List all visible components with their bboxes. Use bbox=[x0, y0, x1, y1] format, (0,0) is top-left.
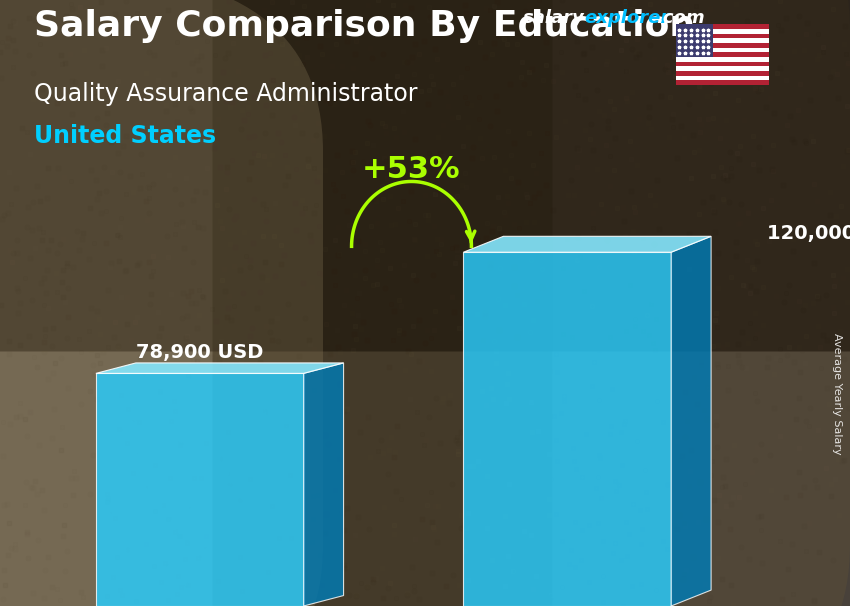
Text: Quality Assurance Administrator: Quality Assurance Administrator bbox=[34, 82, 417, 106]
Bar bbox=[676, 62, 769, 66]
Polygon shape bbox=[463, 236, 711, 252]
Bar bbox=[676, 76, 769, 80]
Bar bbox=[676, 52, 769, 57]
Bar bbox=[676, 38, 769, 43]
Text: .com: .com bbox=[656, 9, 705, 27]
Bar bbox=[676, 47, 769, 52]
FancyBboxPatch shape bbox=[212, 0, 850, 606]
Bar bbox=[676, 43, 769, 47]
Bar bbox=[676, 80, 769, 85]
Bar bbox=[676, 71, 769, 76]
Polygon shape bbox=[672, 236, 711, 606]
FancyBboxPatch shape bbox=[0, 0, 323, 606]
Polygon shape bbox=[303, 363, 343, 606]
Polygon shape bbox=[96, 373, 303, 606]
Bar bbox=[676, 66, 769, 71]
Bar bbox=[676, 57, 769, 62]
Bar bbox=[676, 24, 713, 57]
Polygon shape bbox=[96, 363, 343, 373]
Text: +53%: +53% bbox=[362, 155, 461, 184]
Bar bbox=[676, 24, 769, 29]
Text: explorer: explorer bbox=[584, 9, 669, 27]
Text: 78,900 USD: 78,900 USD bbox=[136, 342, 264, 362]
FancyBboxPatch shape bbox=[0, 0, 552, 606]
Polygon shape bbox=[463, 252, 672, 606]
Bar bbox=[676, 33, 769, 38]
Text: salary: salary bbox=[523, 9, 585, 27]
Text: Average Yearly Salary: Average Yearly Salary bbox=[832, 333, 842, 454]
Bar bbox=[676, 29, 769, 33]
Text: 120,000 USD: 120,000 USD bbox=[767, 224, 850, 244]
FancyBboxPatch shape bbox=[0, 0, 850, 351]
Text: Salary Comparison By Education: Salary Comparison By Education bbox=[34, 9, 695, 43]
Text: United States: United States bbox=[34, 124, 216, 148]
